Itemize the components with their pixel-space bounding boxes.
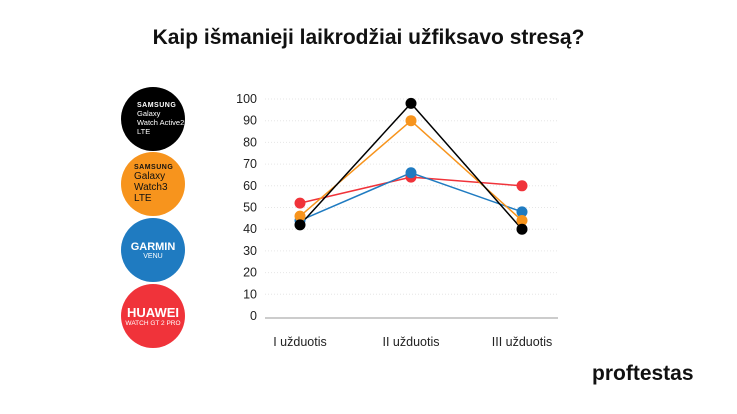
proftestas-logo: proftestas — [592, 362, 694, 385]
x-tick-label: I užduotis — [273, 335, 327, 349]
x-tick-label: II užduotis — [383, 335, 440, 349]
legend-model: Watch3 LTE — [134, 182, 168, 204]
y-tick-label: 30 — [243, 244, 257, 258]
legend-model: LTE — [137, 127, 151, 136]
data-point — [405, 97, 417, 109]
legend-brand: GARMIN — [130, 240, 176, 253]
legend-garmin-venu: GARMIN VENU — [121, 218, 185, 282]
y-tick-label: 80 — [243, 135, 257, 149]
legend-model: VENU — [143, 252, 163, 260]
legend-brand: SAMSUNG — [137, 102, 177, 109]
y-tick-label: 20 — [243, 266, 257, 280]
legend-brand: HUAWEI — [127, 305, 179, 320]
x-tick-label: III užduotis — [492, 335, 552, 349]
y-tick-label: 100 — [236, 92, 257, 106]
y-tick-label: 0 — [250, 309, 257, 323]
legend-samsung-active2: SAMSUNG Galaxy Watch Active2 LTE — [121, 87, 185, 151]
y-tick-label: 10 — [243, 287, 257, 301]
data-point — [516, 180, 528, 192]
y-tick-label: 60 — [243, 179, 257, 193]
y-tick-label: 70 — [243, 157, 257, 171]
data-point — [516, 215, 528, 227]
y-tick-label: 90 — [243, 114, 257, 128]
legend-samsung-watch3: SAMSUNG Galaxy Watch3 LTE — [121, 152, 185, 216]
data-point — [294, 197, 306, 209]
y-tick-label: 50 — [243, 201, 257, 215]
legend-model: Galaxy — [137, 109, 161, 118]
legend-model: Watch Active2 — [137, 118, 185, 127]
data-point — [405, 167, 417, 179]
chart-title: Kaip išmanieji laikrodžiai užfiksavo str… — [152, 26, 585, 49]
legend-model: WATCH GT 2 PRO — [125, 320, 181, 327]
data-point — [294, 210, 306, 222]
y-tick-label: 40 — [243, 222, 257, 236]
legend-model: Galaxy — [134, 171, 166, 182]
data-point — [405, 115, 417, 127]
legend-brand: SAMSUNG — [134, 164, 174, 171]
data-point — [516, 206, 528, 218]
data-point — [294, 219, 306, 231]
data-point — [516, 223, 528, 235]
legend-huawei-gt2pro: HUAWEI WATCH GT 2 PRO — [121, 284, 185, 348]
